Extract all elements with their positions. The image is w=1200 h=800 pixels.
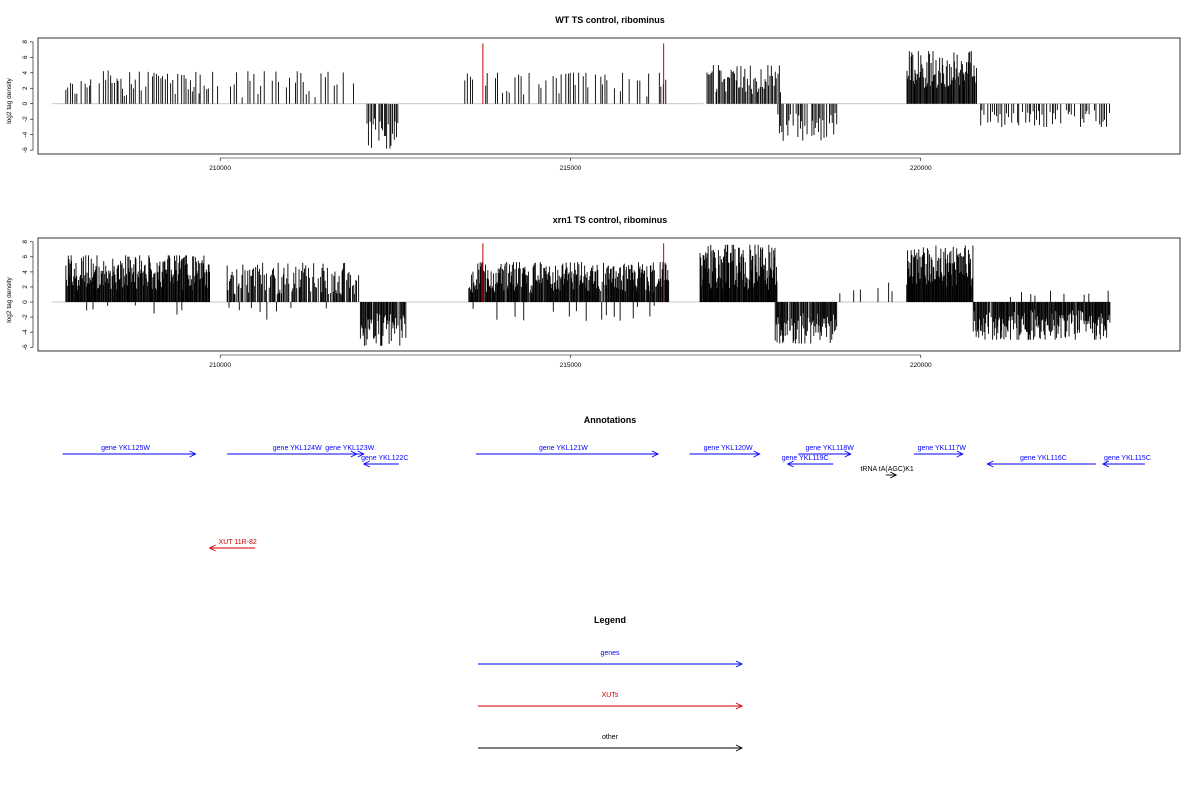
legend-title: Legend [594, 615, 626, 625]
wt-y-tick-label: 0 [22, 102, 29, 106]
annotation-label: XUT 11R-82 [219, 539, 257, 546]
wt-y-axis: -6 -4 -2 0 2 4 6 8 [22, 40, 34, 153]
annotation-label: gene YKL121W [539, 445, 588, 452]
xrn1-x-tick-label: 215000 [560, 362, 582, 369]
annotation-feature: gene YKL118W [798, 445, 854, 458]
legend: genes XUTs other [478, 650, 744, 752]
annotation-label: gene YKL115C [1104, 455, 1151, 462]
wt-density-panel: WT TS control, ribominus log2 tag densit… [6, 15, 1181, 172]
annotations-title: Annotations [584, 415, 637, 425]
wt-panel-title: WT TS control, ribominus [555, 15, 665, 25]
annotation-feature: gene YKL119C [782, 455, 834, 468]
annotation-label: tRNA tA(AGC)K1 [860, 466, 913, 473]
xrn1-x-axis: 210000 215000 220000 [209, 354, 932, 369]
legend-item-label: XUTs [602, 692, 619, 699]
legend-item: XUTs [478, 692, 744, 710]
legend-arrow-arrowhead [735, 660, 744, 668]
xrn1-y-tick-label: 4 [22, 270, 29, 274]
annotation-feature: gene YKL125W [62, 445, 197, 458]
wt-x-tick-label: 220000 [910, 165, 932, 172]
annotation-label: gene YKL116C [1020, 455, 1067, 462]
xrn1-y-tick-label: -2 [22, 314, 29, 320]
legend-item-label: genes [600, 650, 620, 657]
annotation-label: gene YKL125W [101, 445, 150, 452]
annotation-label: gene YKL118W [805, 445, 854, 452]
xrn1-x-tick-label: 220000 [910, 362, 932, 369]
wt-y-tick-label: 8 [22, 40, 29, 44]
xrn1-density-bars [65, 244, 1111, 346]
annotation-arrow-arrowhead [986, 460, 994, 468]
annotation-feature: gene YKL115C [1101, 455, 1151, 468]
wt-y-tick-label: -4 [22, 131, 29, 137]
legend-item: genes [478, 650, 744, 668]
annotation-feature: gene YKL123W [325, 445, 375, 458]
legend-arrow-arrowhead [735, 744, 744, 752]
annotation-arrow-arrowhead [753, 450, 761, 458]
annotation-arrow-arrowhead [844, 450, 852, 458]
legend-item: other [478, 734, 744, 752]
wt-x-axis: 210000 215000 220000 [209, 157, 932, 172]
xrn1-panel-title: xrn1 TS control, ribominus [553, 215, 668, 225]
wt-y-axis-label: log2 tag density [6, 77, 13, 123]
wt-x-tick-label: 210000 [209, 165, 231, 172]
annotation-label: gene YKL119C [782, 455, 829, 462]
annotation-track: gene YKL125W gene YKL124W gene YKL123W gene… [62, 445, 1151, 552]
annotation-arrow-arrowhead [786, 460, 794, 468]
annotation-label: gene YKL124W [273, 445, 322, 452]
annotation-feature: gene YKL116C [986, 455, 1096, 468]
xrn1-y-tick-label: 0 [22, 300, 29, 304]
wt-y-tick-label: -2 [22, 116, 29, 122]
annotation-feature: gene YKL117W [913, 445, 967, 458]
xrn1-y-axis: -6 -4 -2 0 2 4 6 8 [22, 240, 34, 350]
annotation-arrow-arrowhead [651, 450, 660, 458]
xrn1-red-markers [482, 243, 665, 303]
annotation-label: gene YKL122C [361, 455, 408, 462]
annotation-feature: tRNA tA(AGC)K1 [860, 466, 914, 479]
annotation-arrow-arrowhead [956, 450, 964, 458]
wt-y-tick-label: 4 [22, 71, 29, 75]
xrn1-plot-frame [37, 237, 1181, 352]
wt-y-tick-label: 6 [22, 55, 29, 59]
annotation-arrow-arrowhead [208, 544, 216, 552]
xrn1-y-tick-label: -6 [22, 344, 29, 350]
annotation-arrow-arrowhead [890, 471, 898, 479]
wt-plot-frame [37, 37, 1181, 155]
annotation-arrow-arrowhead [189, 450, 197, 458]
wt-density-bars [65, 51, 1111, 149]
annotation-label: gene YKL120W [704, 445, 753, 452]
wt-x-tick-label: 215000 [560, 165, 582, 172]
xrn1-y-tick-label: 2 [22, 285, 29, 289]
xrn1-y-tick-label: 6 [22, 255, 29, 259]
legend-arrow-arrowhead [735, 702, 744, 710]
annotation-label: gene YKL117W [918, 445, 967, 452]
xrn1-y-tick-label: 8 [22, 240, 29, 244]
legend-item-label: other [602, 734, 619, 741]
annotation-feature: gene YKL121W [475, 445, 660, 458]
annotation-arrow-arrowhead [362, 460, 370, 468]
wt-y-tick-label: 2 [22, 86, 29, 90]
annotation-feature: XUT 11R-82 [208, 539, 257, 552]
wt-red-markers [482, 43, 665, 104]
xrn1-density-panel: xrn1 TS control, ribominus log2 tag dens… [6, 215, 1181, 369]
annotation-arrow-arrowhead [1101, 460, 1110, 468]
annotation-feature: gene YKL120W [689, 445, 761, 458]
xrn1-y-axis-label: log2 tag density [6, 276, 13, 322]
annotation-arrow-arrowhead [357, 450, 365, 458]
annotation-feature: gene YKL122C [361, 455, 408, 468]
wt-y-tick-label: -6 [22, 147, 29, 153]
annotation-label: gene YKL123W [325, 445, 374, 452]
xrn1-y-tick-label: -4 [22, 329, 29, 335]
xrn1-x-tick-label: 210000 [209, 362, 231, 369]
